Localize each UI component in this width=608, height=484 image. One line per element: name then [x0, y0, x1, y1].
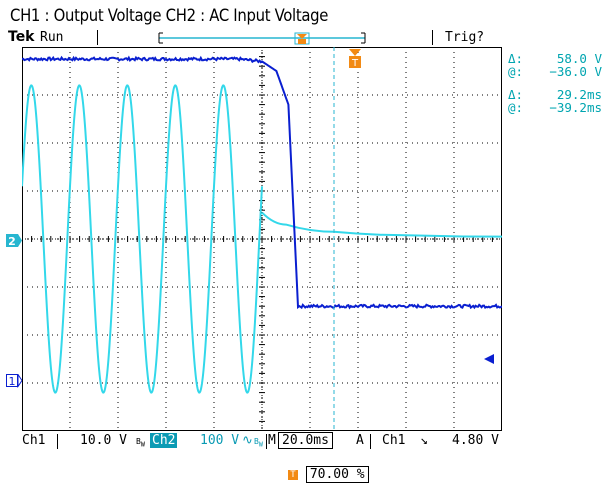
svg-text:T: T	[351, 58, 359, 69]
trigger-position-value: 70.00 %	[305, 466, 369, 483]
ch1-trace	[22, 55, 502, 310]
ch2-bandwidth-limit-icon: BW	[254, 437, 263, 449]
timebase-value: 20.0ms	[278, 432, 333, 449]
ch2-label: Ch2	[150, 433, 178, 448]
separator	[57, 434, 58, 449]
ch2-scale: 100 V	[200, 433, 240, 448]
separator	[266, 434, 267, 449]
trigger-level-arrow	[484, 354, 494, 364]
ch2-marker-label: 2	[8, 235, 16, 248]
top-status-bar: Tek Run Trig?	[0, 27, 608, 47]
trigger-level: 4.80 V	[452, 433, 499, 448]
trigger-mode: A	[356, 433, 364, 448]
trigger-status: Trig?	[445, 30, 485, 45]
trigger-position-icon: T	[288, 469, 298, 480]
graticule	[22, 47, 502, 431]
voltage-delta: 58.0 V	[556, 51, 602, 66]
ch1-marker-label: 1	[9, 375, 16, 388]
ch1-label: Ch1	[22, 433, 46, 448]
time-delta: 29.2ms	[556, 87, 602, 102]
trigger-marker: T	[349, 49, 361, 69]
ch2-trace	[22, 84, 502, 394]
separator	[97, 30, 98, 45]
ch2-ground-marker: 2	[6, 234, 22, 248]
separator	[370, 434, 371, 449]
waveform-display: T	[22, 47, 502, 431]
time-at-label: @:	[508, 100, 524, 115]
ac-coupling-icon: ∿	[242, 433, 253, 448]
ch1-scale: 10.0 V	[80, 433, 127, 448]
bandwidth-limit-icon: BW	[136, 437, 145, 449]
time-delta-label: Δ:	[508, 87, 524, 102]
time-at: −39.2ms	[549, 100, 602, 115]
timebase-label: M	[268, 433, 276, 448]
cursor-readouts: Δ: 58.0 V @: −36.0 V Δ: 29.2ms @: −39.2ms	[508, 52, 608, 114]
falling-edge-icon: ↘	[420, 433, 428, 448]
ch1-ground-marker: 1	[6, 374, 22, 388]
channel-settings-bar: Ch1 10.0 V BW Ch2 100 V ∿ BW M 20.0ms A …	[0, 432, 608, 450]
trigger-source: Ch1	[382, 433, 406, 448]
caption: CH1 : Output Voltage CH2 : AC Input Volt…	[10, 6, 329, 25]
separator	[432, 30, 433, 45]
voltage-at-label: @:	[508, 64, 524, 79]
record-position-bar	[158, 32, 366, 45]
voltage-at: −36.0 V	[549, 64, 602, 79]
brand-logo: Tek	[8, 29, 35, 45]
trigger-position-readout: T 70.00 %	[288, 466, 369, 483]
voltage-delta-label: Δ:	[508, 51, 524, 66]
acquisition-status: Run	[40, 30, 64, 45]
